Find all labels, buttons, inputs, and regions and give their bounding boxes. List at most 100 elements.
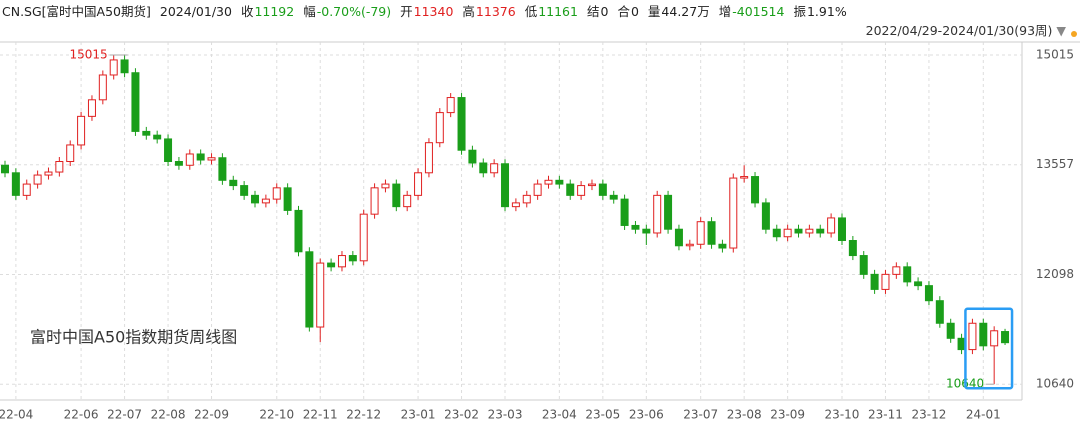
candle-body: [555, 179, 564, 185]
candle-body: [1001, 331, 1010, 344]
quote-label: 收: [240, 4, 254, 19]
quote-label: 结: [586, 4, 600, 19]
x-tick-label: 23-08: [727, 408, 762, 422]
status-dot: [1071, 31, 1077, 37]
candle-body: [674, 228, 683, 247]
candle-body: [1, 164, 9, 174]
candle-body: [272, 187, 281, 200]
candle-body: [414, 172, 423, 196]
quote-value: -401514: [732, 4, 785, 19]
header: CN.SG[富时中国A50期货] 2024/01/30 收11192 幅-0.70%(…: [2, 1, 856, 20]
candle-body: [740, 176, 749, 179]
candle-body: [98, 74, 107, 101]
candle-body: [435, 112, 444, 144]
candle-body: [196, 153, 205, 161]
high-label: 15015: [70, 48, 108, 62]
quote-value: 11192: [254, 4, 295, 19]
candle-body: [827, 217, 836, 234]
quote-label: 高: [462, 4, 475, 19]
quote-item: 合0: [617, 4, 638, 19]
candle-body: [185, 153, 194, 166]
quote-value: 1.91%: [806, 4, 847, 19]
ticker: CN.SG[富时中国A50期货]: [2, 4, 151, 19]
candle-body: [664, 194, 673, 230]
candle-body: [283, 187, 292, 211]
x-tick-label: 23-02: [444, 408, 479, 422]
y-tick-label: 12098: [1036, 267, 1074, 281]
quote-value: -0.70%(-79): [316, 4, 392, 19]
candle-body: [544, 179, 553, 185]
candle-body: [892, 266, 901, 275]
candle-body: [294, 209, 303, 253]
candle-body: [337, 255, 346, 268]
x-tick-label: 24-01: [966, 408, 1001, 422]
quote-value: 0: [600, 4, 609, 19]
candle-body: [631, 224, 640, 230]
candle-body: [979, 322, 988, 347]
candle-body: [870, 273, 879, 290]
candle-body: [392, 183, 401, 208]
quote-item: 高11376: [462, 4, 515, 19]
x-tick-label: 23-09: [770, 408, 805, 422]
candle-body: [207, 157, 216, 161]
candle-body: [316, 262, 325, 328]
candle-body: [718, 243, 727, 249]
quote-item: 开11340: [400, 4, 453, 19]
x-tick-label: 22-08: [151, 408, 186, 422]
quote-item: 结0: [587, 4, 608, 19]
candle-body: [479, 162, 488, 174]
candle-body: [957, 337, 966, 351]
candle-body: [164, 138, 173, 163]
quote-label: 增: [718, 4, 732, 19]
quote-label: 幅: [303, 4, 316, 19]
quote-label: 合: [617, 4, 630, 19]
candle-body: [403, 194, 412, 208]
x-tick-label: 23-03: [488, 408, 523, 422]
quote-item: 收11192: [241, 4, 294, 19]
x-tick-label: 23-04: [542, 408, 577, 422]
candle-body: [881, 273, 890, 290]
quote-item: 振1.91%: [793, 4, 846, 19]
candle-body: [805, 228, 814, 234]
x-tick-label: 23-11: [868, 408, 903, 422]
x-tick-label: 23-10: [825, 408, 860, 422]
candle-body: [848, 240, 857, 257]
quote-value: 11161: [538, 4, 578, 19]
x-tick-label: 23-01: [401, 408, 436, 422]
candle-body: [685, 243, 694, 247]
candle-body: [587, 183, 596, 187]
candle-body: [33, 174, 42, 185]
range: 2022/04/29-2024/01/30(93周) ▼: [866, 20, 1066, 39]
y-tick-label: 10640: [1036, 377, 1074, 391]
x-tick-label: 22-11: [303, 408, 338, 422]
candle-body: [511, 202, 520, 208]
candle-body: [261, 198, 270, 204]
candle-body: [533, 183, 542, 196]
dropdown-icon[interactable]: ▼: [1052, 23, 1066, 38]
candle-body: [348, 255, 357, 262]
candle-body: [696, 221, 705, 245]
candle-body: [381, 183, 390, 189]
candle-body: [620, 198, 629, 226]
candle-body: [218, 157, 227, 181]
quote-item: 增-401514: [719, 4, 785, 19]
quote-value: 11376: [475, 4, 516, 19]
candle-body: [837, 217, 846, 242]
candle-body: [120, 59, 129, 74]
candle-body: [924, 285, 933, 302]
candle-body: [240, 185, 249, 196]
candle-body: [609, 194, 618, 200]
candle-body: [131, 72, 140, 132]
candle-body: [707, 221, 716, 245]
quote-value: 0: [630, 4, 639, 19]
candle-body: [229, 179, 238, 187]
x-tick-label: 22-07: [107, 408, 142, 422]
candle-body: [370, 187, 379, 215]
candle-body: [577, 185, 586, 196]
quote-item: 低11161: [525, 4, 578, 19]
candle-body: [751, 176, 760, 204]
candle-body: [501, 163, 510, 208]
candle-body: [44, 171, 53, 176]
candle-body: [77, 115, 86, 146]
range-text: 2022/04/29-2024/01/30(93周): [865, 23, 1053, 38]
